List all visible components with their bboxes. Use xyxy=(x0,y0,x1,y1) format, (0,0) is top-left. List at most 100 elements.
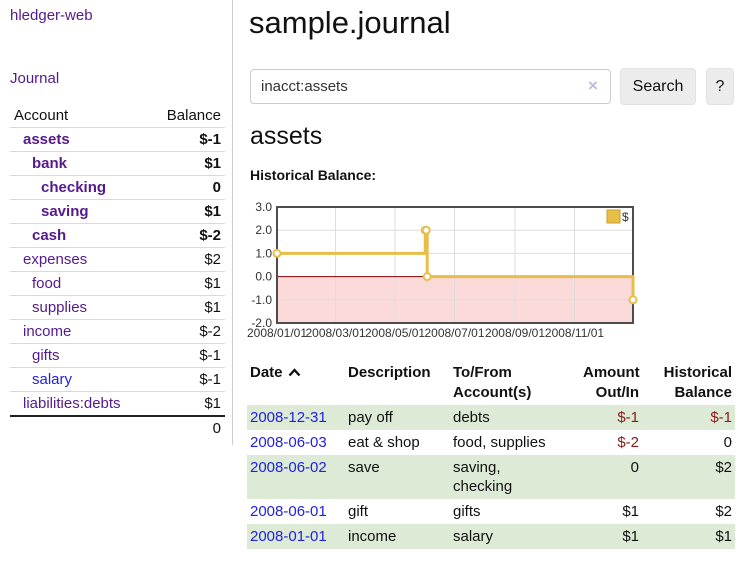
chart-heading: Historical Balance: xyxy=(250,167,377,183)
transaction-amount: 0 xyxy=(630,459,639,476)
account-balance: $-1 xyxy=(199,371,221,388)
account-balance: $-2 xyxy=(199,323,221,340)
transaction-accounts: gifts xyxy=(453,503,481,520)
transaction-balance: $1 xyxy=(715,528,732,545)
account-link[interactable]: cash xyxy=(32,227,67,244)
transaction-date-link[interactable]: 2008-06-03 xyxy=(250,434,327,451)
register-row: 2008-06-01 gift gifts $1 $2 xyxy=(247,499,735,524)
y-axis-tick-label: 1.0 xyxy=(255,246,272,260)
x-axis-tick-label: 2008/11/01 xyxy=(545,326,604,340)
register-row: 2008-06-03 eat & shop food, supplies $-2 0 xyxy=(247,430,735,455)
register-column-label: Description xyxy=(348,364,431,381)
transaction-balance: $-1 xyxy=(710,409,732,426)
transaction-date-link[interactable]: 2008-12-31 xyxy=(250,409,327,426)
transaction-accounts: food, supplies xyxy=(453,434,546,451)
account-balance: 0 xyxy=(212,179,221,196)
account-row: assets $-1 xyxy=(10,127,225,152)
account-row: salary $-1 xyxy=(10,367,225,392)
transaction-description: income xyxy=(348,528,397,545)
account-link[interactable]: assets xyxy=(23,131,70,148)
y-axis-tick-label: 2.0 xyxy=(255,223,272,237)
account-balance: $2 xyxy=(204,251,221,268)
transaction-balance: 0 xyxy=(723,434,732,451)
y-axis-tick-label: 0.0 xyxy=(255,270,272,284)
account-heading: assets xyxy=(250,122,323,150)
register-column-label: Amount Out/In xyxy=(583,364,640,401)
account-row: gifts $-1 xyxy=(10,343,225,368)
account-balance: $1 xyxy=(204,395,221,412)
accounts-tbody: assets $-1 bank $1 checking 0 saving $1 cash $-2 e… xyxy=(10,127,225,417)
account-link[interactable]: saving xyxy=(41,203,89,220)
account-balance: $-1 xyxy=(199,347,221,364)
register-row: 2008-12-31 pay off debts $-1 $-1 xyxy=(247,405,735,430)
register-table: Date Description To/From Account(s) Amount … xyxy=(247,361,735,549)
register-column-label: Historical Balance xyxy=(663,364,732,401)
accounts-header-account: Account xyxy=(14,107,69,124)
accounts-total-balance: 0 xyxy=(212,420,221,437)
x-axis-tick-label: 2008/07/01 xyxy=(424,326,484,340)
register-column-header: Amount Out/In xyxy=(580,361,642,405)
sidebar: hledger-web Journal Account Balance asse… xyxy=(0,0,233,445)
account-link[interactable]: salary xyxy=(32,371,73,388)
nav-journal-link[interactable]: Journal xyxy=(10,70,60,87)
transaction-accounts: salary xyxy=(453,528,494,545)
account-row: food $1 xyxy=(10,271,225,296)
transaction-balance: $2 xyxy=(715,459,732,476)
page-title: sample.journal xyxy=(249,5,451,40)
account-link[interactable]: checking xyxy=(41,179,107,196)
account-row: cash $-2 xyxy=(10,223,225,248)
transaction-accounts: saving, checking xyxy=(453,459,513,495)
account-link[interactable]: bank xyxy=(32,155,68,172)
register-column-label: To/From Account(s) xyxy=(453,364,532,401)
account-balance: $1 xyxy=(204,299,221,316)
register-column-header: To/From Account(s) xyxy=(450,361,580,405)
account-row: expenses $2 xyxy=(10,247,225,272)
transaction-amount: $-2 xyxy=(617,434,639,451)
register-column-header[interactable]: Date xyxy=(247,361,345,405)
x-axis-tick-label: 2008/05/01 xyxy=(365,326,425,340)
account-link[interactable]: income xyxy=(23,323,72,340)
help-button[interactable]: ? xyxy=(706,68,734,105)
transaction-description: gift xyxy=(348,503,369,520)
clear-search-icon[interactable]: × xyxy=(588,76,598,95)
account-link[interactable]: expenses xyxy=(23,251,88,268)
account-row: supplies $1 xyxy=(10,295,225,320)
transaction-date-link[interactable]: 2008-01-01 xyxy=(250,528,327,545)
brand-link[interactable]: hledger-web xyxy=(10,7,93,24)
account-row: income $-2 xyxy=(10,319,225,344)
register-row: 2008-01-01 income salary $1 $1 xyxy=(247,524,735,549)
transaction-amount: $1 xyxy=(622,528,639,545)
register-column-header: Historical Balance xyxy=(642,361,735,405)
transaction-balance: $2 xyxy=(715,503,732,520)
search-button[interactable]: Search xyxy=(620,68,696,105)
register-row: 2008-06-02 save saving, checking 0 $2 xyxy=(247,455,735,499)
register-header-row: Date Description To/From Account(s) Amount … xyxy=(247,361,735,405)
account-balance: $-2 xyxy=(199,227,221,244)
y-axis-tick-label: 3.0 xyxy=(255,200,272,214)
legend-label: $ xyxy=(622,210,629,224)
x-axis-tick-label: 2008/01/01 xyxy=(247,326,307,340)
accounts-header-balance: Balance xyxy=(166,107,221,124)
transaction-accounts: debts xyxy=(453,409,490,426)
account-link[interactable]: food xyxy=(32,275,62,292)
account-link[interactable]: gifts xyxy=(32,347,60,364)
accounts-total-row: 0 xyxy=(10,416,225,440)
search-input[interactable] xyxy=(250,69,611,104)
transaction-date-link[interactable]: 2008-06-01 xyxy=(250,503,327,520)
x-axis-tick-label: 2008/09/01 xyxy=(485,326,545,340)
account-balance: $1 xyxy=(204,203,221,220)
accounts-header-row: Account Balance xyxy=(10,104,225,128)
x-axis-tick-label: 2008/03/01 xyxy=(305,326,365,340)
transaction-amount: $-1 xyxy=(617,409,639,426)
register-tbody: 2008-12-31 pay off debts $-1 $-1 2008-06-03 ea… xyxy=(247,405,735,549)
accounts-table: Account Balance assets $-1 bank $1 checking 0… xyxy=(10,104,225,440)
register-column-header: Description xyxy=(345,361,450,405)
account-link[interactable]: supplies xyxy=(32,299,88,316)
account-row: liabilities:debts $1 xyxy=(10,391,225,417)
account-balance: $1 xyxy=(204,155,221,172)
transaction-description: eat & shop xyxy=(348,434,420,451)
search-form: × Search ? xyxy=(250,68,734,105)
account-link[interactable]: liabilities:debts xyxy=(23,395,121,412)
transaction-date-link[interactable]: 2008-06-02 xyxy=(250,459,327,476)
y-axis-tick-label: -2.0 xyxy=(251,316,272,330)
